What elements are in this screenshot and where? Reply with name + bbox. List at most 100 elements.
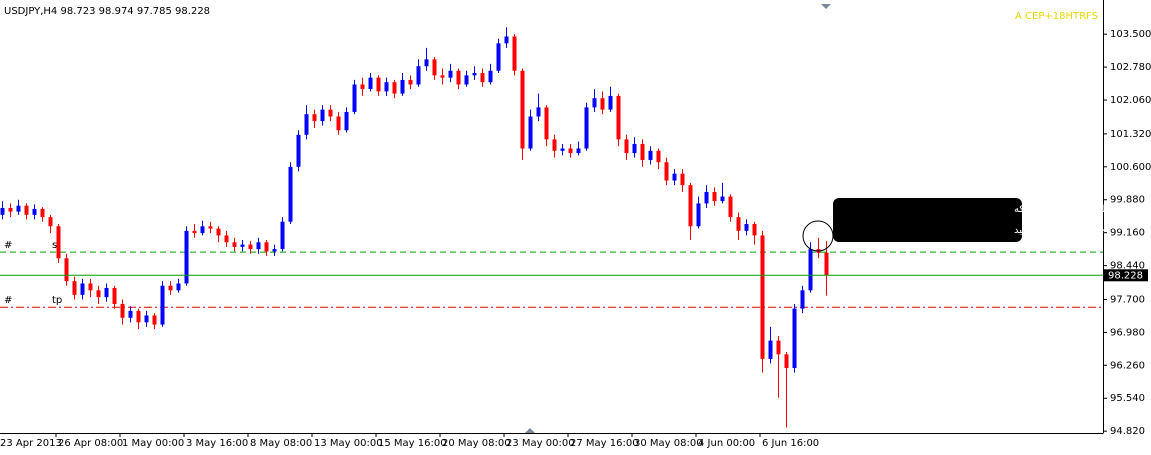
y-tick-label: 101.320 bbox=[1110, 129, 1151, 140]
candle-body bbox=[160, 285, 165, 325]
candle-body bbox=[136, 310, 141, 323]
candle-body bbox=[432, 59, 437, 76]
candle-body bbox=[64, 258, 69, 282]
x-tick-label: 3 May 16:00 bbox=[186, 438, 248, 449]
candle-body bbox=[208, 226, 213, 229]
x-tick-label: 13 May 00:00 bbox=[314, 438, 383, 449]
x-tick-label: 6 Jun 16:00 bbox=[762, 438, 819, 449]
candle-body bbox=[800, 290, 805, 309]
candle-body bbox=[264, 242, 269, 252]
candle-body bbox=[624, 139, 629, 154]
candle-body bbox=[312, 114, 317, 122]
candle-body bbox=[680, 173, 685, 186]
x-tick-label: 20 May 08:00 bbox=[442, 438, 511, 449]
candle-body bbox=[256, 242, 261, 250]
candle-body bbox=[384, 82, 389, 92]
candle-body bbox=[16, 205, 21, 212]
candle-body bbox=[808, 249, 813, 291]
annotation-line: این ویک‌های خوب و سطحی که bbox=[1014, 204, 1143, 215]
candle-body bbox=[752, 223, 757, 236]
candle-body bbox=[592, 98, 597, 108]
candle-body bbox=[168, 285, 173, 291]
y-tick-label: 102.780 bbox=[1110, 62, 1151, 73]
candle-body bbox=[200, 226, 205, 234]
candle-body bbox=[176, 283, 181, 291]
candle-body bbox=[56, 226, 61, 259]
candle-body bbox=[360, 84, 365, 90]
candle-body bbox=[184, 230, 189, 284]
candle-body bbox=[784, 354, 789, 369]
candle-body bbox=[528, 116, 533, 149]
candle-body bbox=[224, 235, 229, 243]
candle-body bbox=[584, 107, 589, 149]
candle-body bbox=[80, 283, 85, 295]
candle-body bbox=[768, 340, 773, 359]
header-high: 98.974 bbox=[99, 6, 134, 17]
candle-body bbox=[88, 283, 93, 291]
candle-body bbox=[552, 139, 557, 151]
candle-body bbox=[616, 95, 621, 140]
candle-body bbox=[712, 191, 717, 202]
candle-body bbox=[512, 36, 517, 71]
y-tick-label: 102.060 bbox=[1110, 95, 1151, 106]
candle-body bbox=[8, 207, 13, 212]
x-tick-label: 8 May 08:00 bbox=[250, 438, 312, 449]
candle-body bbox=[416, 66, 421, 85]
candle-body bbox=[648, 150, 653, 160]
candle-body bbox=[736, 217, 741, 231]
candle-body bbox=[608, 95, 613, 110]
y-tick-label: 95.540 bbox=[1110, 393, 1145, 404]
candle-body bbox=[120, 304, 125, 318]
x-tick-label: 15 May 16:00 bbox=[378, 438, 447, 449]
candle-body bbox=[96, 290, 101, 298]
candle-body bbox=[600, 98, 605, 110]
candle-body bbox=[656, 150, 661, 163]
candle-body bbox=[112, 288, 117, 305]
candle-body bbox=[640, 143, 645, 160]
brand-label: A CEP+18HTRFS bbox=[1015, 11, 1098, 22]
level-label: tp bbox=[52, 295, 62, 306]
candle-body bbox=[536, 107, 541, 117]
y-tick-label: 97.700 bbox=[1110, 294, 1145, 305]
candle-body bbox=[288, 166, 293, 222]
candle-body bbox=[104, 288, 109, 298]
annotation-box bbox=[833, 198, 1022, 242]
candle-body bbox=[280, 221, 285, 250]
x-tick-label: 23 May 00:00 bbox=[506, 438, 575, 449]
candle-body bbox=[352, 84, 357, 112]
candle-body bbox=[32, 208, 37, 215]
candle-body bbox=[488, 70, 493, 83]
symbol: USDJPY,H4 bbox=[4, 6, 57, 17]
candle-body bbox=[368, 77, 373, 90]
candle-body bbox=[272, 249, 277, 252]
candle-body bbox=[320, 109, 325, 122]
candle-body bbox=[792, 308, 797, 369]
candle-body bbox=[568, 148, 573, 154]
candle-body bbox=[544, 107, 549, 140]
x-tick-label: 23 Apr 2013 bbox=[0, 438, 62, 449]
y-tick-label: 100.600 bbox=[1110, 162, 1151, 173]
candle-body bbox=[760, 235, 765, 359]
candle-body bbox=[128, 310, 133, 318]
candle-body bbox=[472, 73, 477, 76]
candle-body bbox=[392, 82, 397, 94]
candle-body bbox=[24, 205, 29, 215]
candle-body bbox=[424, 59, 429, 67]
candle-body bbox=[824, 252, 829, 276]
x-tick-label: 27 May 16:00 bbox=[570, 438, 639, 449]
level-tag: # bbox=[4, 295, 12, 306]
candle-body bbox=[720, 196, 725, 202]
candle-body bbox=[576, 148, 581, 154]
candle-body bbox=[0, 207, 5, 215]
x-tick-label: 1 May 00:00 bbox=[122, 438, 184, 449]
candle-body bbox=[696, 203, 701, 227]
candle-body bbox=[480, 73, 485, 83]
y-tick-label: 99.880 bbox=[1110, 195, 1145, 206]
candle-body bbox=[504, 36, 509, 44]
x-tick-label: 4 Jun 00:00 bbox=[698, 438, 755, 449]
header-close: 98.228 bbox=[175, 6, 210, 17]
candle-body bbox=[240, 244, 245, 247]
y-tick-label: 96.260 bbox=[1110, 360, 1145, 371]
candle-body bbox=[232, 242, 237, 247]
